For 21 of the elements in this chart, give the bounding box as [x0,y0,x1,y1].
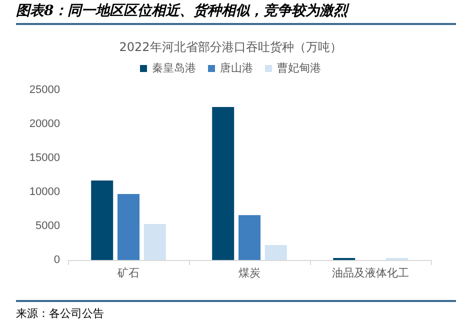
bar [144,224,166,260]
legend-label: 唐山港 [220,62,253,74]
legend-label: 曹妃甸港 [277,62,321,74]
source-note: 来源：各公司公告 [16,300,456,321]
bar [212,107,234,260]
x-tick-label: 煤炭 [238,266,260,280]
legend-label: 秦皇岛港 [152,62,196,74]
y-tick-label: 25000 [29,84,60,96]
bar [118,194,140,260]
bar [264,245,287,260]
chart-title: 2022年河北省部分港口吞吐货种（万吨） [119,40,342,54]
text: 图表8：同一地区区位相近、货种相似，竞争较为激烈 [16,2,456,25]
x-tick-label: 矿石 [116,266,140,280]
y-tick-label: 0 [54,254,60,266]
bar [91,180,114,260]
y-tick-label: 10000 [29,186,60,198]
y-tick-label: 20000 [29,118,60,130]
y-tick-label: 15000 [29,152,60,164]
x-tick-label: 油品及液体化工 [332,266,409,280]
y-tick-label: 5000 [36,220,60,232]
bar [238,215,260,260]
